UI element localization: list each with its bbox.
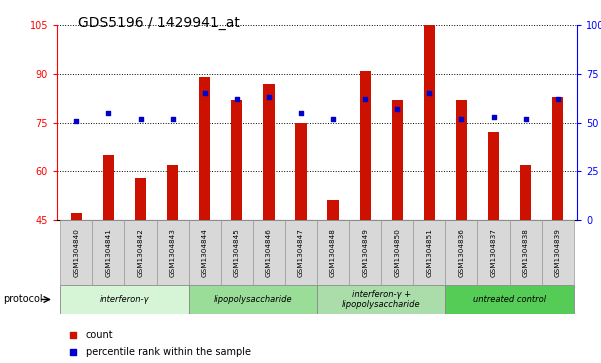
Text: GSM1304848: GSM1304848	[330, 228, 336, 277]
FancyBboxPatch shape	[317, 285, 445, 314]
FancyBboxPatch shape	[93, 220, 124, 285]
Text: GSM1304844: GSM1304844	[202, 228, 208, 277]
Point	[328, 116, 338, 122]
FancyBboxPatch shape	[189, 285, 317, 314]
FancyBboxPatch shape	[445, 220, 477, 285]
Text: GSM1304842: GSM1304842	[138, 228, 144, 277]
Bar	[135, 178, 146, 220]
Bar	[392, 100, 403, 220]
Text: GDS5196 / 1429941_at: GDS5196 / 1429941_at	[78, 16, 240, 30]
FancyBboxPatch shape	[542, 220, 574, 285]
Point	[264, 94, 273, 100]
Text: GSM1304843: GSM1304843	[169, 228, 175, 277]
FancyBboxPatch shape	[60, 220, 93, 285]
Text: protocol: protocol	[3, 294, 43, 305]
Point	[361, 96, 370, 102]
Text: GSM1304849: GSM1304849	[362, 228, 368, 277]
FancyBboxPatch shape	[317, 220, 349, 285]
Text: lipopolysaccharide: lipopolysaccharide	[213, 295, 292, 304]
FancyBboxPatch shape	[477, 220, 510, 285]
Point	[136, 116, 145, 122]
Point	[68, 332, 78, 338]
Text: percentile rank within the sample: percentile rank within the sample	[86, 347, 251, 357]
Text: GSM1304840: GSM1304840	[73, 228, 79, 277]
FancyBboxPatch shape	[381, 220, 413, 285]
Text: GSM1304846: GSM1304846	[266, 228, 272, 277]
Bar	[167, 164, 178, 220]
FancyBboxPatch shape	[221, 220, 253, 285]
Point	[103, 110, 113, 116]
Bar	[263, 83, 275, 220]
Bar	[424, 25, 435, 220]
Point	[457, 116, 466, 122]
Bar	[488, 132, 499, 220]
Point	[68, 349, 78, 355]
FancyBboxPatch shape	[445, 285, 574, 314]
Point	[200, 90, 210, 96]
Text: count: count	[86, 330, 114, 339]
FancyBboxPatch shape	[60, 285, 189, 314]
Bar	[103, 155, 114, 220]
Text: GSM1304845: GSM1304845	[234, 228, 240, 277]
Point	[296, 110, 306, 116]
Bar	[456, 100, 467, 220]
Bar	[231, 100, 242, 220]
FancyBboxPatch shape	[413, 220, 445, 285]
FancyBboxPatch shape	[349, 220, 381, 285]
FancyBboxPatch shape	[157, 220, 189, 285]
Point	[168, 116, 177, 122]
Point	[392, 106, 402, 112]
Text: GSM1304841: GSM1304841	[105, 228, 111, 277]
Text: GSM1304847: GSM1304847	[298, 228, 304, 277]
Bar	[359, 71, 371, 220]
FancyBboxPatch shape	[285, 220, 317, 285]
FancyBboxPatch shape	[124, 220, 157, 285]
Bar	[199, 77, 210, 220]
FancyBboxPatch shape	[253, 220, 285, 285]
Text: GSM1304850: GSM1304850	[394, 228, 400, 277]
Point	[553, 96, 563, 102]
Text: interferon-γ: interferon-γ	[100, 295, 149, 304]
Point	[232, 96, 242, 102]
Bar	[552, 97, 563, 220]
FancyBboxPatch shape	[189, 220, 221, 285]
Bar	[295, 122, 307, 220]
Point	[72, 118, 81, 123]
Text: GSM1304836: GSM1304836	[459, 228, 465, 277]
Text: untreated control: untreated control	[473, 295, 546, 304]
Text: GSM1304851: GSM1304851	[426, 228, 432, 277]
Bar	[328, 200, 339, 220]
Point	[424, 90, 434, 96]
Bar	[520, 164, 531, 220]
FancyBboxPatch shape	[510, 220, 542, 285]
Text: GSM1304838: GSM1304838	[523, 228, 529, 277]
Point	[521, 116, 531, 122]
Bar	[71, 213, 82, 220]
Text: GSM1304839: GSM1304839	[555, 228, 561, 277]
Text: GSM1304837: GSM1304837	[490, 228, 496, 277]
Text: interferon-γ +
lipopolysaccharide: interferon-γ + lipopolysaccharide	[342, 290, 421, 309]
Point	[489, 114, 498, 119]
